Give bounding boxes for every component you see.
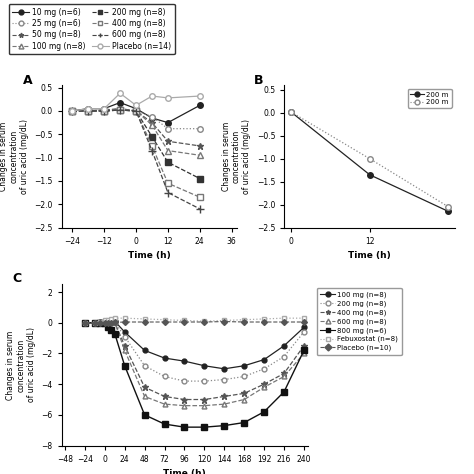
Y-axis label: Changes in serum
concentration
of uric acid (mg/dL): Changes in serum concentration of uric a… <box>6 328 36 402</box>
Y-axis label: Changes in serum
concentration
of uric acid (mg/dL): Changes in serum concentration of uric a… <box>221 119 251 194</box>
Text: B: B <box>254 74 263 87</box>
X-axis label: Time (h): Time (h) <box>128 251 171 260</box>
X-axis label: Time (h): Time (h) <box>164 469 206 474</box>
Legend: 10 mg (n=6), 25 mg (n=6), 50 mg (n=8), 100 mg (n=8), 200 mg (n=8), 400 mg (n=8),: 10 mg (n=6), 25 mg (n=6), 50 mg (n=8), 1… <box>9 4 174 55</box>
X-axis label: Time (h): Time (h) <box>348 251 391 260</box>
Legend: 100 mg (n=8), 200 mg (n=8), 400 mg (n=8), 600 mg (n=8), 800 mg (n=6), Febuxostat: 100 mg (n=8), 200 mg (n=8), 400 mg (n=8)… <box>317 288 401 355</box>
Text: C: C <box>12 272 21 284</box>
Text: A: A <box>23 74 33 87</box>
Legend: 200 m, 200 m: 200 m, 200 m <box>408 89 452 108</box>
Y-axis label: Changes in serum
concentration
of uric acid (mg/dL): Changes in serum concentration of uric a… <box>0 119 28 194</box>
